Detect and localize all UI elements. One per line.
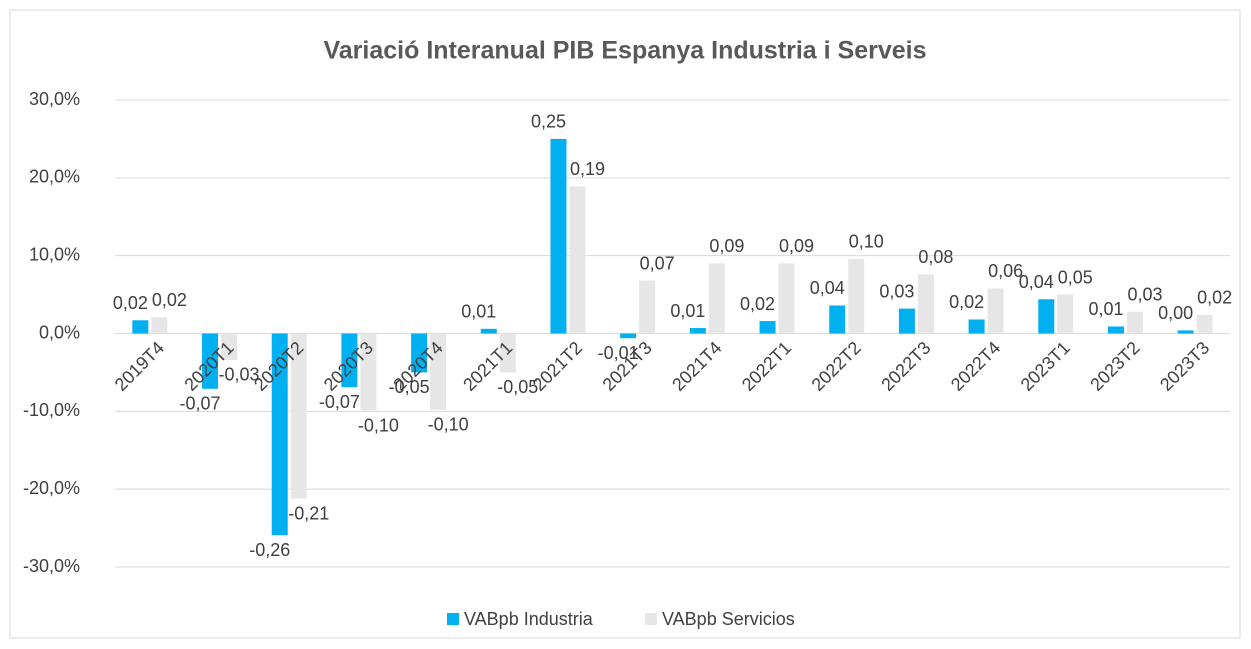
bar — [430, 333, 447, 410]
data-label: 0,02 — [949, 292, 984, 312]
data-label: 0,05 — [1058, 267, 1093, 287]
y-tick-label: 20,0% — [29, 167, 80, 187]
bar — [708, 263, 725, 334]
bar — [898, 308, 915, 334]
y-tick-label: 0,0% — [39, 322, 80, 342]
bar — [620, 333, 637, 339]
data-label: -0,10 — [358, 415, 399, 435]
data-label: 0,01 — [670, 301, 705, 321]
data-label: -0,26 — [249, 540, 290, 560]
chart-border — [9, 9, 1241, 639]
data-label: 0,01 — [461, 302, 496, 322]
y-tick-label: -10,0% — [23, 400, 80, 420]
bar — [917, 274, 934, 334]
bar — [829, 305, 846, 334]
y-tick-label: 10,0% — [29, 244, 80, 264]
y-tick-label: -30,0% — [23, 556, 80, 576]
bar — [1038, 299, 1055, 334]
legend-label: VABpb Industria — [464, 609, 594, 629]
data-label: 0,25 — [531, 112, 566, 132]
data-label: 0,03 — [1127, 284, 1162, 304]
legend-swatch — [447, 613, 459, 625]
bar — [968, 319, 985, 334]
bar — [202, 333, 219, 389]
bar — [1196, 314, 1213, 334]
bar — [151, 317, 168, 334]
bar — [550, 138, 567, 334]
bar — [1126, 311, 1143, 334]
data-label: -0,03 — [219, 365, 260, 385]
legend-swatch — [645, 613, 657, 625]
bar — [341, 333, 358, 388]
data-label: 0,03 — [879, 281, 914, 301]
bar — [221, 333, 238, 360]
bar — [290, 333, 307, 499]
data-label: 0,00 — [1158, 303, 1193, 323]
bar — [848, 258, 865, 334]
data-label: -0,21 — [288, 503, 329, 523]
data-label: 0,19 — [570, 159, 605, 179]
data-label: -0,05 — [389, 377, 430, 397]
data-label: 0,08 — [918, 247, 953, 267]
data-label: -0,01 — [598, 343, 639, 363]
bar — [271, 333, 288, 536]
data-label: -0,07 — [319, 392, 360, 412]
bar — [569, 186, 586, 334]
data-label: 0,02 — [113, 293, 148, 313]
bar — [778, 263, 795, 334]
data-label: -0,05 — [497, 377, 538, 397]
chart-title: Variació Interanual PIB Espanya Industri… — [323, 37, 926, 65]
data-label: 0,07 — [640, 253, 675, 273]
bar — [360, 333, 377, 411]
bar — [639, 280, 656, 334]
data-label: 0,04 — [810, 278, 845, 298]
data-label: -0,07 — [180, 394, 221, 414]
data-label: -0,10 — [428, 415, 469, 435]
data-label: 0,10 — [849, 232, 884, 252]
y-tick-label: 30,0% — [29, 89, 80, 109]
data-label: 0,02 — [152, 290, 187, 310]
data-label: 0,02 — [740, 294, 775, 314]
bar — [1177, 330, 1194, 334]
data-label: 0,09 — [779, 236, 814, 256]
bar — [132, 320, 149, 334]
data-label: 0,02 — [1197, 288, 1232, 308]
bar — [411, 333, 428, 373]
bar — [987, 288, 1004, 334]
bar — [689, 328, 706, 334]
y-tick-label: -20,0% — [23, 478, 80, 498]
data-label: 0,04 — [1019, 272, 1054, 292]
data-label: 0,09 — [709, 236, 744, 256]
data-label: 0,01 — [1088, 299, 1123, 319]
bar — [480, 328, 497, 334]
bar — [759, 321, 776, 334]
legend-label: VABpb Servicios — [662, 609, 795, 629]
data-label: 0,06 — [988, 261, 1023, 281]
bar — [499, 333, 516, 373]
bar — [1057, 294, 1074, 334]
bar — [1107, 326, 1124, 334]
